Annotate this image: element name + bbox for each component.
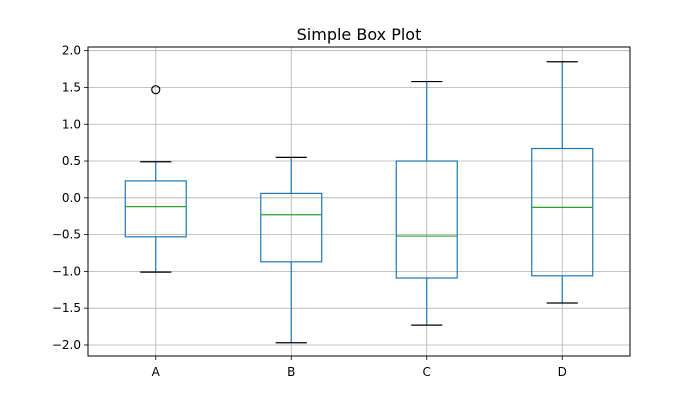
box-a — [124, 85, 187, 273]
x-tick-label-a: A — [152, 365, 161, 379]
iqr-box-a — [124, 180, 187, 238]
x-tick-label-b: B — [287, 365, 295, 379]
y-tick-label: −0.5 — [52, 228, 81, 242]
axes: −2.0 −1.5 −1.0 −0.5 0.0 0.5 1.0 1.5 2.0 A B C D — [52, 44, 567, 379]
y-tick-label: 2.0 — [62, 44, 81, 58]
y-tick-label: −1.0 — [52, 264, 81, 278]
y-tick-label: 0.0 — [62, 191, 81, 205]
box-d — [531, 61, 594, 304]
box-b — [260, 156, 323, 344]
x-tick-label-d: D — [558, 365, 567, 379]
y-tick-label: 1.0 — [62, 117, 81, 131]
boxes — [124, 61, 594, 344]
x-tick-label-c: C — [423, 365, 431, 379]
y-tick-label: 0.5 — [62, 154, 81, 168]
grid-lines — [88, 47, 630, 356]
y-tick-label: −2.0 — [52, 338, 81, 352]
chart-title: Simple Box Plot — [297, 25, 422, 44]
y-tick-label: 1.5 — [62, 80, 81, 94]
y-tick-label: −1.5 — [52, 301, 81, 315]
iqr-box-b — [260, 192, 323, 263]
plot-frame — [87, 46, 631, 357]
outlier-point-a — [151, 85, 161, 95]
box-c — [395, 80, 458, 326]
iqr-box-d — [531, 147, 594, 277]
iqr-box-c — [395, 160, 458, 279]
